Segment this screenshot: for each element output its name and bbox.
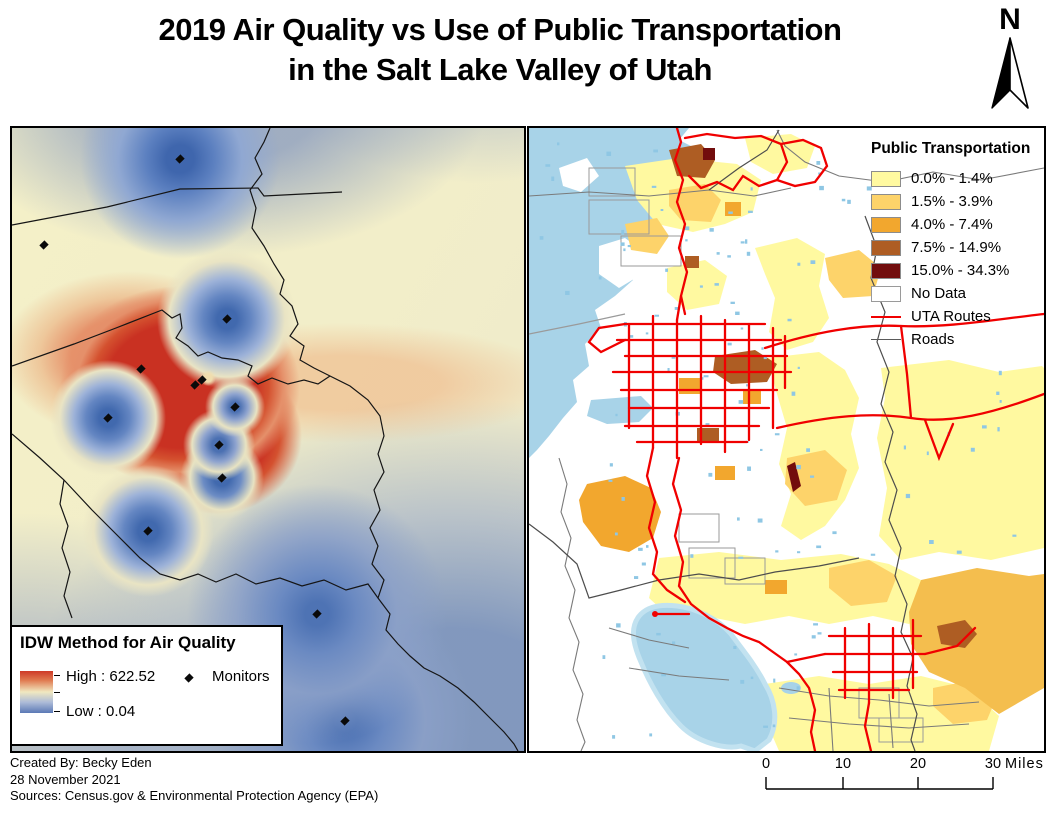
page-title: 2019 Air Quality vs Use of Public Transp… bbox=[0, 10, 1000, 90]
north-label: N bbox=[999, 3, 1021, 36]
legend-class-label: 4.0% - 7.4% bbox=[911, 216, 993, 233]
legend-ramp-tick bbox=[54, 692, 60, 693]
legend-roads-row: Roads bbox=[867, 328, 1043, 351]
scale-bar-tick-label: 20 bbox=[909, 756, 927, 772]
idw-color-ramp bbox=[20, 671, 53, 713]
tracts-class5 bbox=[703, 148, 801, 492]
credit-author: Created By: Becky Eden bbox=[10, 755, 152, 770]
idw-legend: IDW Method for Air Quality High : 622.52… bbox=[10, 625, 283, 746]
transit-map-graphic bbox=[529, 128, 1044, 751]
tracts-class2 bbox=[625, 184, 997, 724]
legend-class-label: 0.0% - 1.4% bbox=[911, 170, 993, 187]
uta-route-terminus bbox=[652, 611, 658, 617]
idw-legend-title: IDW Method for Air Quality bbox=[20, 633, 236, 652]
no-data-label: No Data bbox=[911, 285, 967, 302]
monitors-label: Monitors bbox=[212, 668, 270, 685]
uta-routes-label: UTA Routes bbox=[911, 308, 991, 325]
credits-block: Created By: Becky Eden 28 November 2021 … bbox=[10, 755, 378, 805]
legend-uta-routes-row: UTA Routes bbox=[867, 305, 1043, 328]
legend-class-swatch bbox=[871, 239, 901, 256]
legend-class-label: 7.5% - 14.9% bbox=[911, 239, 1002, 256]
public-transportation-map-panel: Public Transportation 0.0% - 1.4% 1.5% - … bbox=[527, 126, 1046, 753]
legend-class-swatch bbox=[871, 262, 901, 279]
legend-class-row: 15.0% - 34.3% bbox=[867, 259, 1043, 282]
page-title-line2: in the Salt Lake Valley of Utah bbox=[288, 52, 712, 87]
legend-ramp-tick bbox=[54, 711, 60, 712]
county-boundary-lines bbox=[12, 128, 519, 751]
legend-class-row: 4.0% - 7.4% bbox=[867, 213, 1043, 236]
uta-route-line-icon bbox=[871, 315, 901, 318]
scale-bar-tick-label: 30 bbox=[984, 756, 1002, 772]
credit-date: 28 November 2021 bbox=[10, 771, 121, 787]
scale-bar-ticks bbox=[765, 777, 994, 790]
scale-bar-tick-label: 0 bbox=[761, 756, 771, 772]
legend-class-swatch bbox=[871, 193, 901, 210]
north-arrow: N bbox=[984, 4, 1036, 112]
no-data-tract-outlines bbox=[588, 167, 924, 743]
scale-bar-tick-label: 10 bbox=[834, 756, 852, 772]
legend-class-label: 1.5% - 3.9% bbox=[911, 193, 993, 210]
transit-legend-title: Public Transportation bbox=[871, 140, 1031, 157]
uta-routes-layer bbox=[587, 128, 1044, 751]
page-title-line1: 2019 Air Quality vs Use of Public Transp… bbox=[158, 12, 842, 47]
transit-legend-classes: 0.0% - 1.4% 1.5% - 3.9% 4.0% - 7.4% 7.5% - … bbox=[867, 167, 1043, 282]
legend-no-data-row: No Data bbox=[867, 282, 1043, 305]
idw-low-label: Low : 0.04 bbox=[66, 703, 136, 720]
idw-high-label: High : 622.52 bbox=[66, 668, 156, 685]
legend-ramp-tick bbox=[54, 675, 60, 676]
tracts-class2-southeast bbox=[909, 568, 1044, 714]
county-boundaries bbox=[12, 128, 519, 751]
north-arrow-icon bbox=[991, 37, 1029, 109]
monitor-symbol-icon bbox=[184, 673, 194, 683]
no-data-swatch bbox=[871, 285, 901, 302]
road-line-icon bbox=[871, 339, 901, 340]
transit-legend: Public Transportation 0.0% - 1.4% 1.5% - … bbox=[867, 140, 1043, 351]
roads-label: Roads bbox=[911, 331, 955, 348]
credit-sources: Sources: Census.gov & Environmental Prot… bbox=[10, 788, 379, 803]
legend-class-row: 0.0% - 1.4% bbox=[867, 167, 1043, 190]
legend-class-row: 1.5% - 3.9% bbox=[867, 190, 1043, 213]
legend-class-label: 15.0% - 34.3% bbox=[911, 262, 1010, 279]
legend-class-swatch bbox=[871, 216, 901, 233]
legend-class-row: 7.5% - 14.9% bbox=[867, 236, 1043, 259]
scale-bar-unit: Miles bbox=[1005, 756, 1044, 772]
legend-class-swatch bbox=[871, 170, 901, 187]
air-quality-map-panel: IDW Method for Air Quality High : 622.52… bbox=[10, 126, 526, 753]
scale-bar: 0 10 20 30 Miles bbox=[735, 756, 1056, 796]
